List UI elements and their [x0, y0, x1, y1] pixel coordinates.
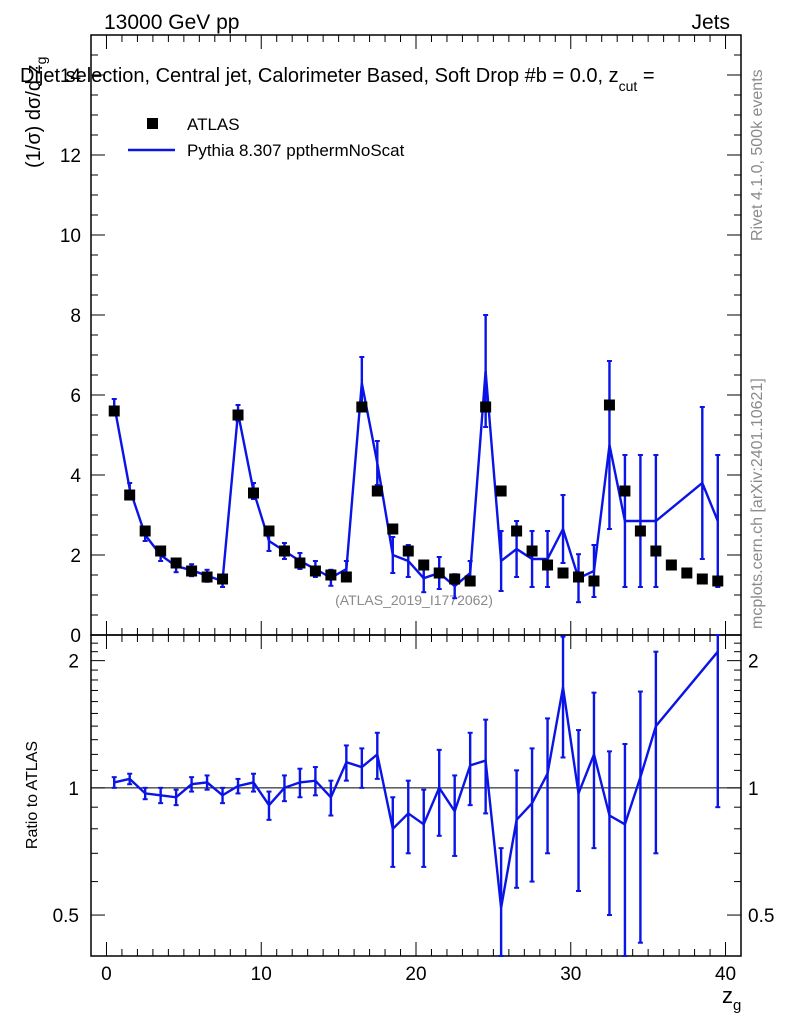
data-point	[387, 523, 399, 535]
data-point	[712, 575, 724, 587]
mcplots-label: mcplots.cern.ch [arXiv:2401.10621]	[749, 378, 766, 629]
data-point	[201, 571, 213, 583]
ratio-y-tick-label-right: 2	[748, 652, 759, 673]
ratio-y-tick-label: 0.5	[53, 906, 79, 927]
data-point	[340, 571, 352, 583]
data-point	[557, 567, 569, 579]
data-point	[603, 399, 615, 411]
data-point	[418, 559, 430, 571]
data-point	[619, 485, 631, 497]
data-point	[665, 559, 677, 571]
data-point	[371, 485, 383, 497]
ratio-y-tick-label-right: 0.5	[748, 906, 774, 927]
main-y-tick-label: 2	[70, 546, 81, 567]
data-point	[263, 525, 275, 537]
legend-data-label: ATLAS	[187, 115, 240, 134]
main-y-tick-label: 8	[70, 306, 81, 327]
data-point	[170, 557, 182, 569]
data-point	[480, 401, 492, 413]
ratio-y-tick-label-right: 1	[748, 779, 759, 800]
ratio-y-tick-label: 2	[68, 652, 79, 673]
rivet-label: Rivet 4.1.0, 500k events	[749, 69, 766, 241]
main-y-tick-label: 12	[60, 146, 81, 167]
analysis-watermark: (ATLAS_2019_I1772062)	[335, 592, 493, 608]
ratio-y-axis-label: Ratio to ATLAS	[24, 741, 41, 849]
x-tick-label: 0	[101, 964, 112, 985]
data-point	[433, 567, 445, 579]
legend-data-marker	[147, 118, 158, 129]
energy-label: 13000 GeV pp	[104, 11, 239, 34]
legend: ATLAS Pythia 8.307 ppthermNoScat	[128, 115, 405, 160]
main-y-axis-label-text: (1/σ) dσ/d z	[23, 64, 45, 168]
data-point	[696, 573, 708, 585]
ratio-panel-frame	[90, 634, 742, 957]
data-point	[294, 557, 306, 569]
main-y-tick-label: 4	[70, 466, 81, 487]
selection-title-sub: cut	[619, 78, 638, 94]
selection-title-main: Dijet selection, Central jet, Calorimete…	[20, 65, 619, 87]
data-point	[248, 487, 259, 499]
data-point	[650, 545, 662, 557]
ratio-line	[113, 650, 719, 909]
main-marks	[108, 314, 724, 604]
main-y-tick-label: 14	[60, 66, 82, 87]
ratio-y-tick-label: 1	[68, 779, 79, 800]
main-axes: 0 2 4 6 8 10 12 14	[60, 34, 741, 647]
main-y-axis-label: (1/σ) dσ/d zg	[23, 57, 49, 168]
mc-line	[113, 370, 719, 588]
data-point	[139, 525, 151, 537]
x-axis-label-sub: g	[733, 997, 741, 1014]
data-point	[124, 489, 136, 501]
main-y-tick-label: 10	[60, 226, 81, 247]
x-tick-label: 20	[405, 964, 426, 985]
data-point	[356, 401, 368, 413]
data-point	[464, 575, 476, 587]
main-y-tick-label: 6	[70, 386, 81, 407]
data-point	[309, 565, 321, 577]
ratio-marks	[111, 634, 721, 957]
data-point	[573, 571, 584, 583]
x-tick-label: 10	[251, 964, 272, 985]
x-axis-label: zg	[722, 983, 741, 1014]
data-point	[186, 565, 198, 577]
x-tick-label: 40	[715, 964, 736, 985]
data-point	[511, 525, 523, 537]
selection-title-tail: =	[637, 65, 654, 87]
data-point	[681, 567, 693, 579]
selection-title: Dijet selection, Central jet, Calorimete…	[20, 65, 655, 94]
data-point	[495, 485, 507, 497]
data-point	[325, 569, 337, 581]
data-point	[542, 559, 554, 571]
data-point	[232, 409, 244, 421]
main-y-axis-label-sub: g	[33, 57, 49, 65]
x-tick-label: 30	[560, 964, 581, 985]
data-point	[108, 405, 120, 417]
data-point	[402, 545, 414, 557]
data-point	[217, 573, 229, 585]
data-point	[278, 545, 290, 557]
legend-mc-label: Pythia 8.307 ppthermNoScat	[187, 141, 405, 160]
main-y-tick-label: 0	[70, 626, 81, 647]
data-point	[588, 575, 600, 587]
data-point	[526, 545, 538, 557]
data-point	[634, 525, 646, 537]
category-label: Jets	[691, 11, 730, 34]
ratio-axes: 0 10 20 30 40 0.5 0.5 1 1 2 2	[53, 635, 774, 985]
data-point	[155, 545, 167, 557]
x-axis-label-text: z	[722, 983, 733, 1008]
data-point	[449, 573, 461, 585]
